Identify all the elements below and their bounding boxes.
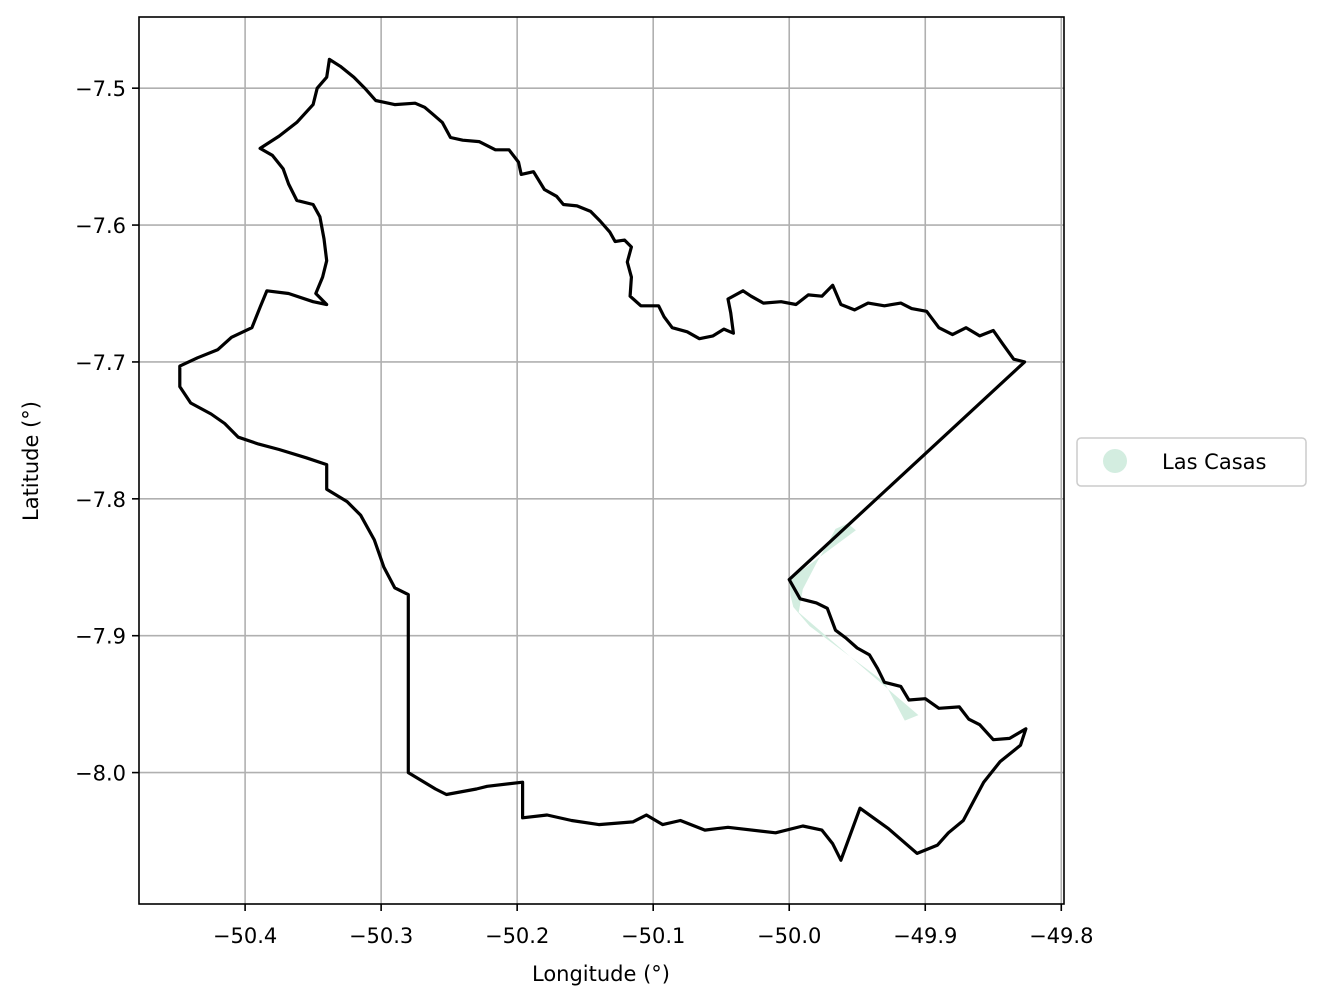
y-tick-label: −7.5: [75, 77, 126, 101]
legend-frame: [1076, 437, 1307, 487]
axes-frame: [138, 16, 1065, 905]
x-tick-label: −50.3: [349, 924, 413, 948]
y-tick-label: −8.0: [75, 762, 126, 786]
municipality-boundary: [178, 57, 1028, 862]
las-casas-area: [789, 523, 919, 721]
x-tick-label: −50.4: [213, 924, 277, 948]
legend-marker-las-casas: [1103, 449, 1127, 473]
gridlines: [139, 17, 1064, 904]
y-tick-label: −7.8: [75, 488, 126, 512]
x-tick-label: −50.1: [621, 924, 685, 948]
x-axis-label: Longitude (°): [532, 962, 670, 986]
legend: Las Casas: [1076, 437, 1307, 487]
y-axis-label: Latitude (°): [19, 401, 43, 521]
y-tick-label: −7.7: [75, 351, 126, 375]
y-tick-label: −7.9: [75, 625, 126, 649]
y-tick-label: −7.6: [75, 214, 126, 238]
y-axis-ticks: −7.5 −7.6 −7.7 −7.8 −7.9 −8.0: [75, 77, 139, 786]
x-tick-label: −50.0: [757, 924, 821, 948]
x-axis-ticks: −50.4 −50.3 −50.2 −50.1 −50.0 −49.9 −49.8: [213, 904, 1093, 948]
legend-label-las-casas: Las Casas: [1162, 450, 1266, 474]
x-tick-label: −49.8: [1029, 924, 1093, 948]
x-tick-label: −50.2: [485, 924, 549, 948]
x-tick-label: −49.9: [893, 924, 957, 948]
